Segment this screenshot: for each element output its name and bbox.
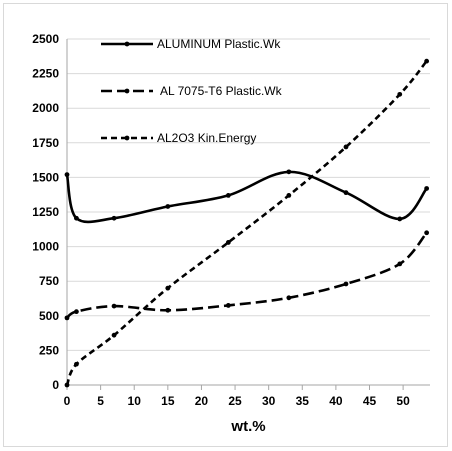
data-point bbox=[343, 281, 349, 287]
data-point bbox=[64, 315, 70, 321]
x-axis-title: wt.% bbox=[230, 418, 265, 435]
y-tick-label: 2250 bbox=[32, 67, 59, 81]
data-point bbox=[74, 215, 79, 221]
data-point bbox=[111, 215, 117, 221]
y-tick-label: 1250 bbox=[32, 205, 59, 219]
x-tick-label: 5 bbox=[97, 394, 104, 408]
x-tick-label: 50 bbox=[396, 394, 410, 408]
data-point bbox=[64, 382, 70, 388]
y-tick-label: 0 bbox=[52, 378, 59, 392]
legend-label: AL 7075-T6 Plastic.Wk bbox=[160, 84, 283, 98]
data-point bbox=[343, 144, 349, 150]
data-point bbox=[286, 192, 292, 198]
series-line-al2o3-kin-energy bbox=[65, 60, 428, 386]
data-point bbox=[111, 303, 117, 309]
data-point bbox=[397, 216, 403, 222]
y-tick-label: 1750 bbox=[32, 136, 59, 150]
series-line-al-7075-t6-plastic-wk bbox=[66, 231, 428, 319]
data-point bbox=[111, 332, 117, 338]
x-tick-label: 15 bbox=[161, 394, 175, 408]
legend-label: AL2O3 Kin.Energy bbox=[157, 131, 256, 145]
x-tick-label: 10 bbox=[128, 394, 142, 408]
line-chart: 0 250 500 750 1000 1250 1500 1750 2000 2250 2500 0 5… bbox=[32, 32, 430, 435]
data-point bbox=[225, 240, 231, 245]
chart-frame: 0 250 500 750 1000 1250 1500 1750 2000 2250 2500 0 5… bbox=[3, 3, 448, 447]
x-tick-label: 25 bbox=[228, 394, 242, 408]
y-tick-label: 2500 bbox=[32, 32, 59, 46]
y-tick-label: 750 bbox=[39, 274, 59, 288]
legend-marker bbox=[124, 135, 130, 141]
x-tick-label: 20 bbox=[195, 394, 209, 408]
data-point bbox=[397, 261, 403, 267]
data-point bbox=[74, 309, 79, 315]
data-point bbox=[64, 172, 70, 178]
data-point bbox=[424, 186, 430, 191]
y-tick-label: 1500 bbox=[32, 170, 59, 184]
data-point bbox=[225, 192, 231, 198]
data-point bbox=[286, 169, 292, 175]
data-point bbox=[424, 58, 430, 64]
data-point bbox=[165, 285, 171, 291]
x-tick-label: 35 bbox=[296, 394, 310, 408]
series-line-aluminum-plastic-wk bbox=[65, 170, 428, 224]
data-point bbox=[343, 190, 349, 196]
x-tick-label: 45 bbox=[363, 394, 377, 408]
x-tick-label: 40 bbox=[329, 394, 343, 408]
legend-label: ALUMINUM Plastic.Wk bbox=[157, 37, 281, 51]
data-point bbox=[286, 295, 292, 301]
legend-marker bbox=[124, 88, 130, 94]
data-point bbox=[74, 361, 79, 367]
data-point bbox=[165, 307, 171, 313]
y-tick-label: 500 bbox=[39, 309, 59, 323]
y-tick-label: 1000 bbox=[32, 240, 59, 254]
data-point bbox=[165, 204, 171, 209]
data-point bbox=[397, 91, 403, 97]
x-tick-label: 30 bbox=[262, 394, 276, 408]
data-point bbox=[225, 303, 231, 308]
y-tick-label: 250 bbox=[39, 343, 59, 357]
legend-marker bbox=[124, 41, 130, 47]
y-tick-label: 2000 bbox=[32, 101, 59, 115]
x-tick-label: 0 bbox=[64, 394, 71, 408]
data-point bbox=[424, 230, 430, 236]
